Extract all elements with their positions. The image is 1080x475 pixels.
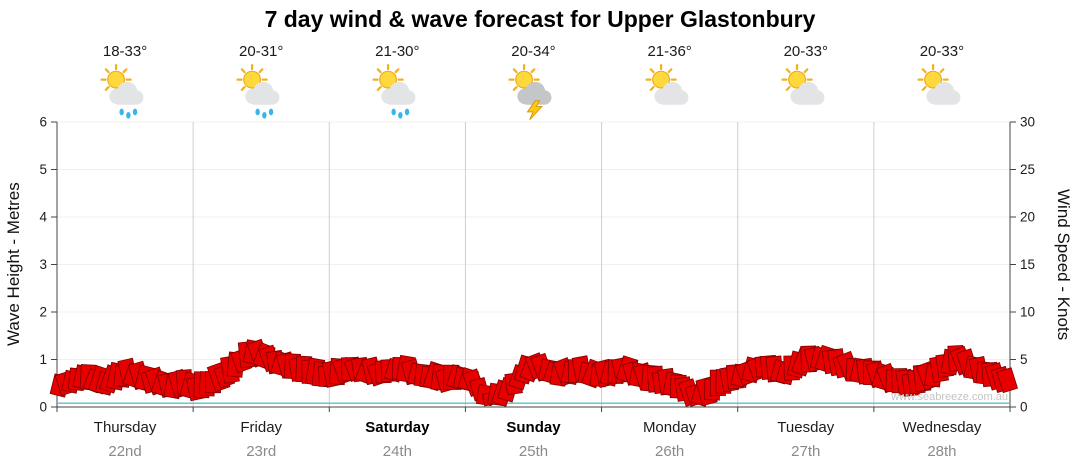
svg-text:30: 30 (1020, 115, 1035, 130)
rain-drop (255, 108, 261, 116)
page-title: 7 day wind & wave forecast for Upper Gla… (264, 6, 816, 32)
temperature-range: 21-36° (647, 43, 692, 60)
sun-cloud-rain-icon (234, 64, 288, 127)
day-name-label: Wednesday (902, 419, 982, 436)
day-date-label: 24th (382, 443, 412, 460)
day-name-label: Tuesday (777, 419, 835, 436)
sun-cloud-icon (779, 64, 833, 127)
day-date-label: 26th (655, 443, 685, 460)
cloud-icon (654, 81, 689, 105)
day-name-label: Friday (240, 419, 283, 436)
day-column-tuesday: 20-33° (738, 0, 874, 127)
day-column-wednesday: 20-33° (874, 0, 1010, 127)
left-axis-label: Wave Height - Metres (4, 182, 23, 347)
rain-drop (405, 108, 410, 116)
day-separator-gridlines (192, 122, 875, 407)
rain-drop (119, 108, 124, 116)
sun-cloud-icon (915, 64, 969, 127)
cloud-icon (109, 81, 144, 105)
watermark: www.seabreeze.com.au (891, 391, 1008, 403)
horizontal-gridlines (57, 121, 1010, 360)
day-date-label: 25th (518, 443, 549, 460)
svg-text:0: 0 (39, 400, 47, 415)
rain-icon (119, 108, 138, 119)
rain-drop (126, 111, 131, 119)
rain-drop (262, 111, 267, 119)
svg-text:15: 15 (1020, 257, 1035, 272)
rain-icon (391, 108, 410, 119)
day-column-friday: 20-31° (193, 0, 329, 127)
sun-cloud-icon (643, 64, 697, 127)
day-date-label: 22nd (108, 443, 142, 460)
rain-drop (391, 108, 397, 116)
day-column-sunday: 20-34° (465, 0, 601, 127)
cloud-icon (381, 81, 416, 105)
sun-cloud-rain-icon (370, 64, 424, 127)
temperature-range: 20-33° (783, 43, 828, 60)
cloud-icon (790, 81, 825, 105)
rain-drop (398, 111, 403, 119)
cloud-icon (517, 81, 552, 105)
day-date-label: 23rd (246, 443, 277, 460)
day-column-thursday: 18-33° (57, 0, 193, 127)
day-name-label: Thursday (93, 419, 157, 436)
day-name-label: Monday (642, 419, 697, 436)
svg-text:3: 3 (39, 257, 47, 272)
sun-icon (372, 64, 405, 96)
right-axis-label: Wind Speed - Knots (1054, 188, 1073, 341)
cloud-icon (926, 81, 961, 105)
lightning-icon (527, 100, 544, 121)
svg-text:20: 20 (1020, 210, 1035, 225)
sun-cloud-lightning-icon (506, 64, 560, 127)
temperature-range: 21-30° (375, 43, 420, 60)
svg-text:1: 1 (39, 352, 47, 367)
cloud-icon (245, 81, 280, 105)
svg-text:5: 5 (39, 162, 47, 177)
axis-ticks: 0 1 2 3 4 5 6 0 5 10 15 20 25 30 (39, 115, 1035, 415)
svg-text:4: 4 (39, 210, 47, 225)
temperature-range: 18-33° (102, 43, 148, 60)
temperature-range: 20-31° (239, 43, 284, 60)
temperature-range: 20-33° (919, 43, 965, 60)
rain-icon (255, 108, 274, 119)
rain-drop (269, 108, 274, 116)
day-name-label: Sunday (506, 419, 561, 436)
svg-text:5: 5 (1020, 352, 1028, 367)
svg-text:0: 0 (1020, 400, 1028, 415)
wind-flags (49, 338, 1019, 407)
svg-text:25: 25 (1020, 162, 1035, 177)
svg-text:6: 6 (39, 115, 47, 130)
svg-text:10: 10 (1020, 305, 1035, 320)
day-name-label: Saturday (365, 419, 430, 436)
temperature-range: 20-34° (511, 43, 556, 60)
sun-cloud-rain-icon (98, 64, 152, 127)
day-column-saturday: 21-30° (329, 0, 465, 127)
rain-drop (132, 108, 138, 116)
day-column-monday: 21-36° (602, 0, 738, 127)
day-date-label: 27th (791, 443, 821, 460)
svg-text:2: 2 (39, 305, 47, 320)
day-date-label: 28th (927, 443, 957, 460)
